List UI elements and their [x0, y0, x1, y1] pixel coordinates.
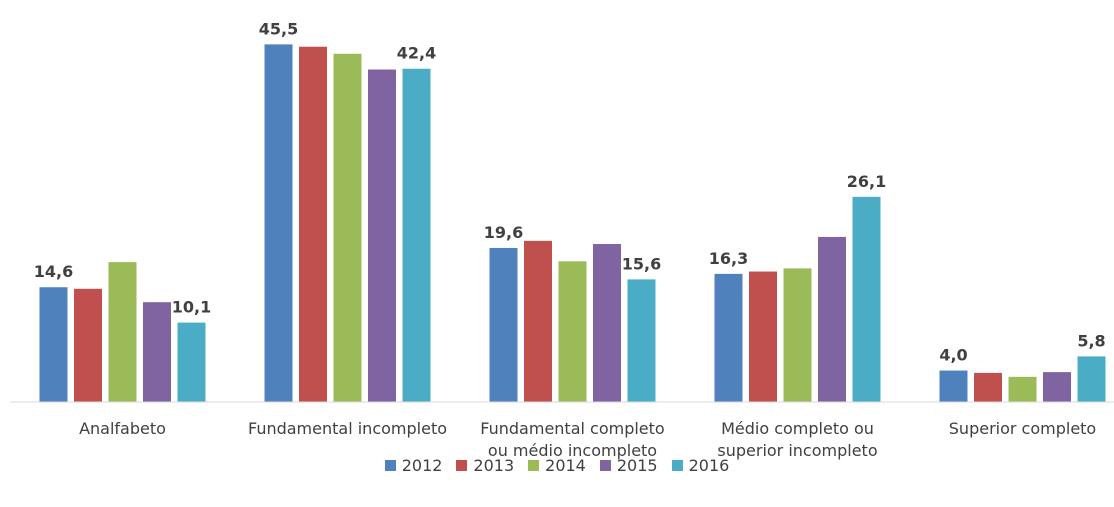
legend-swatch	[528, 460, 540, 471]
bar	[74, 288, 102, 402]
bar	[1043, 372, 1071, 402]
x-tick-label: Analfabeto	[79, 419, 166, 438]
data-label: 5,8	[1077, 331, 1105, 350]
legend-label: 2014	[545, 456, 586, 475]
bar	[1008, 376, 1037, 402]
bar	[368, 69, 396, 402]
bar	[264, 44, 293, 403]
legend-item: 2014	[528, 456, 586, 475]
bar	[783, 268, 812, 402]
legend-swatch	[456, 460, 468, 471]
data-label: 42,4	[397, 44, 436, 63]
data-label: 10,1	[172, 298, 211, 317]
data-label: 45,5	[259, 19, 298, 38]
bar	[593, 244, 621, 402]
bar	[333, 53, 362, 402]
data-label: 26,1	[847, 172, 886, 191]
data-label: 4,0	[939, 346, 967, 365]
bar	[714, 273, 743, 402]
data-label: 14,6	[34, 262, 73, 281]
data-label: 16,3	[709, 249, 748, 268]
bar	[402, 68, 431, 403]
bar	[39, 287, 68, 402]
legend-item: 2016	[671, 456, 730, 475]
bar	[1077, 356, 1106, 402]
bar	[489, 247, 518, 402]
legend-swatch	[599, 460, 611, 471]
bar	[974, 372, 1002, 402]
legend-item: 2013	[456, 456, 514, 475]
legend: 2012 2013 2014 2015 2016	[0, 456, 1114, 475]
bar	[108, 262, 137, 402]
x-tick-label: Fundamental completo ou médio incompleto	[480, 419, 665, 460]
x-tick-label: Fundamental incompleto	[247, 419, 447, 438]
data-label: 15,6	[622, 254, 661, 273]
bar	[939, 370, 968, 402]
legend-item: 2012	[384, 456, 443, 475]
bar	[558, 261, 587, 402]
legend-swatch	[671, 460, 683, 471]
bar	[749, 271, 777, 402]
legend-label: 2016	[688, 456, 730, 475]
legend-label: 2012	[401, 456, 443, 475]
legend-item: 2015	[599, 456, 658, 475]
bar	[818, 236, 846, 402]
x-tick-label: Médio completo ou superior incompleto	[717, 419, 878, 460]
legend-swatch	[384, 460, 396, 471]
x-tick-label: Superior completo	[948, 419, 1097, 438]
legend-label: 2013	[473, 456, 515, 475]
bar	[627, 279, 656, 402]
bar	[177, 322, 206, 402]
bar	[299, 46, 327, 403]
legend-label: 2015	[616, 456, 658, 475]
bar	[524, 240, 552, 402]
data-label: 19,6	[484, 223, 523, 242]
bar	[143, 302, 171, 402]
bar	[852, 196, 881, 402]
